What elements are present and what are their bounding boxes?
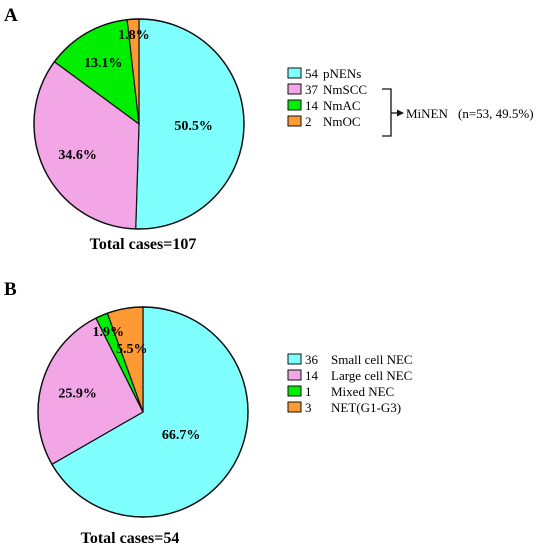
miNEN-bracket: MiNEN (n=53, 49.5%): [382, 88, 534, 137]
pie-a-label-1: 34.6%: [58, 148, 97, 163]
pie-b-label-3: 5.5%: [116, 342, 148, 357]
pie-a-label-2: 13.1%: [84, 56, 123, 71]
legend-a-name-0: pNENs: [323, 66, 361, 81]
pie-b-label-1: 25.9%: [58, 386, 97, 401]
legend-b-swatch-2: [287, 385, 302, 397]
legend-a-count-2: 14: [305, 98, 319, 113]
legend-b-count-0: 36: [305, 352, 319, 367]
panel-b-letter: B: [4, 279, 17, 300]
pie-a-outline: [33, 18, 245, 230]
legend-a-count-0: 54: [305, 66, 319, 81]
bracket-note: (n=53, 49.5%): [458, 106, 534, 121]
pie-a-label-3: 1.8%: [118, 28, 150, 43]
bracket-label: MiNEN: [406, 106, 449, 121]
panel-a-letter: A: [4, 5, 18, 26]
pie-a-label-0: 50.5%: [174, 119, 213, 134]
legend-a-count-1: 37: [305, 82, 319, 97]
legend-b-swatch-1: [287, 369, 302, 381]
legend-b-swatch-3: [287, 401, 302, 413]
legend-a-name-2: NmAC: [323, 98, 361, 113]
bracket-line: [382, 88, 392, 137]
pie-a: 50.5% 34.6% 13.1% 1.8%: [33, 18, 245, 230]
pie-b-total: Total cases=54: [81, 530, 180, 547]
legend-a-swatch-2: [287, 99, 302, 111]
legend-b-name-3: NET(G1-G3): [331, 400, 401, 415]
legend-b-count-3: 3: [305, 400, 312, 415]
bracket-arrow-head: [397, 109, 404, 117]
legend-b-name-2: Mixed NEC: [331, 384, 394, 399]
legend-b-swatch-0: [287, 353, 302, 365]
legend-b-count-2: 1: [305, 384, 312, 399]
legend-a: 54 pNENs 37 NmSCC 14 NmAC 2 NmOC: [287, 66, 367, 129]
pie-b-label-2: 1.9%: [92, 325, 124, 340]
pie-b: 66.7% 25.9% 1.9% 5.5%: [37, 306, 249, 518]
legend-b-count-1: 14: [305, 368, 319, 383]
legend-a-swatch-3: [287, 115, 302, 127]
legend-b: 36 Small cell NEC 14 Large cell NEC 1 Mixed N…: [287, 352, 413, 415]
pie-b-outline: [37, 306, 249, 518]
pie-b-label-0: 66.7%: [162, 428, 201, 443]
legend-a-swatch-0: [287, 67, 302, 79]
legend-b-name-1: Large cell NEC: [331, 368, 412, 383]
legend-a-count-3: 2: [305, 114, 312, 129]
legend-a-name-3: NmOC: [323, 114, 361, 129]
legend-a-swatch-1: [287, 83, 302, 95]
pie-a-total: Total cases=107: [90, 236, 197, 253]
legend-a-name-1: NmSCC: [323, 82, 367, 97]
legend-b-name-0: Small cell NEC: [331, 352, 413, 367]
